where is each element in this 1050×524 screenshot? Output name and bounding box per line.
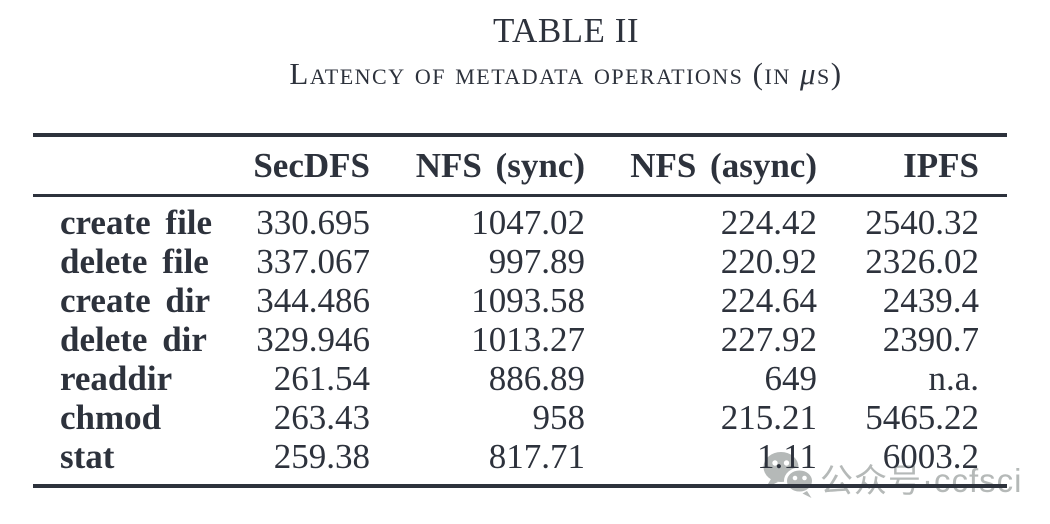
cell-nfs-async: 227.92 bbox=[720, 320, 817, 359]
column-header-secdfs: SecDFS bbox=[223, 135, 370, 197]
cell-secdfs: 259.38 bbox=[273, 437, 370, 476]
cell-secdfs: 344.486 bbox=[256, 281, 370, 320]
row-label: create dir bbox=[60, 281, 211, 320]
table-row: chmod 263.43 958 215.21 5465.22 bbox=[33, 398, 1007, 437]
header-row: SecDFS NFS (sync) NFS (async) IPFS bbox=[33, 135, 1007, 197]
row-label: stat bbox=[60, 437, 115, 476]
subtitle-unit: s) bbox=[817, 56, 843, 91]
column-header-ipfs: IPFS bbox=[817, 135, 1007, 197]
cell-nfs-sync: 1047.02 bbox=[471, 203, 585, 242]
latency-table: SecDFS NFS (sync) NFS (async) IPFS creat… bbox=[33, 133, 1007, 488]
mu-symbol: μ bbox=[799, 56, 818, 91]
cell-nfs-sync: 886.89 bbox=[488, 359, 585, 398]
row-label: delete file bbox=[60, 242, 209, 281]
cell-nfs-sync: 1093.58 bbox=[471, 281, 585, 320]
column-header-nfs-sync: NFS (sync) bbox=[370, 135, 585, 197]
row-label: delete dir bbox=[60, 320, 207, 359]
cell-nfs-async: 1.11 bbox=[757, 437, 817, 476]
row-label: create file bbox=[60, 203, 213, 242]
cell-nfs-sync: 1013.27 bbox=[471, 320, 585, 359]
cell-ipfs: 2326.02 bbox=[865, 242, 979, 281]
row-label: chmod bbox=[60, 398, 162, 437]
cell-nfs-sync: 817.71 bbox=[488, 437, 585, 476]
cell-ipfs: n.a. bbox=[928, 359, 979, 398]
table-row: delete dir 329.946 1013.27 227.92 2390.7 bbox=[33, 320, 1007, 359]
table-row: create dir 344.486 1093.58 224.64 2439.4 bbox=[33, 281, 1007, 320]
cell-secdfs: 263.43 bbox=[273, 398, 370, 437]
row-label: readdir bbox=[60, 359, 173, 398]
cell-secdfs: 329.946 bbox=[256, 320, 370, 359]
cell-secdfs: 330.695 bbox=[256, 203, 370, 242]
subtitle-text: Latency of metadata operations (in bbox=[289, 56, 800, 91]
table-row: readdir 261.54 886.89 649 n.a. bbox=[33, 359, 1007, 398]
table-row: create file 330.695 1047.02 224.42 2540.… bbox=[33, 196, 1007, 243]
cell-nfs-async: 649 bbox=[764, 359, 818, 398]
cell-nfs-async: 215.21 bbox=[720, 398, 817, 437]
watermark-text: 公众号·ccfsci bbox=[820, 462, 1023, 499]
cell-secdfs: 337.067 bbox=[256, 242, 370, 281]
table-row: stat 259.38 817.71 1.11 6003.2 bbox=[33, 437, 1007, 486]
table-caption-number: TABLE II bbox=[492, 11, 640, 50]
cell-nfs-async: 224.64 bbox=[720, 281, 817, 320]
cell-secdfs: 261.54 bbox=[273, 359, 370, 398]
cell-ipfs: 2439.4 bbox=[882, 281, 979, 320]
cell-ipfs: 2390.7 bbox=[882, 320, 979, 359]
cell-ipfs: 2540.32 bbox=[865, 203, 979, 242]
table-caption: TABLE II Latency of metadata operations … bbox=[82, 0, 1050, 92]
cell-nfs-async: 224.42 bbox=[720, 203, 817, 242]
table-caption-title: Latency of metadata operations (in μs) bbox=[82, 56, 1050, 92]
cell-ipfs: 6003.2 bbox=[882, 437, 979, 476]
cell-ipfs: 5465.22 bbox=[865, 398, 979, 437]
column-header-empty bbox=[33, 135, 223, 197]
cell-nfs-async: 220.92 bbox=[720, 242, 817, 281]
cell-nfs-sync: 997.89 bbox=[488, 242, 585, 281]
cell-nfs-sync: 958 bbox=[532, 398, 586, 437]
wechat-icon bbox=[754, 448, 816, 514]
column-header-nfs-async: NFS (async) bbox=[585, 135, 817, 197]
watermark: 公众号·ccfsci bbox=[754, 448, 1023, 514]
table-row: delete file 337.067 997.89 220.92 2326.0… bbox=[33, 242, 1007, 281]
